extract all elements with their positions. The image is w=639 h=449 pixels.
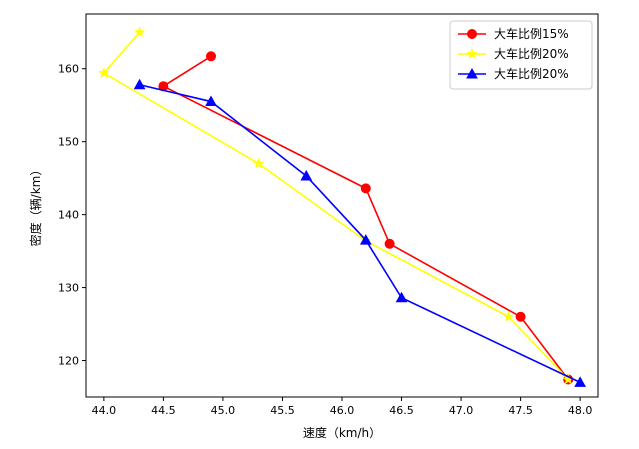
x-tick-label: 46.0 [330, 404, 355, 417]
legend-entry: 大车比例20% [458, 46, 569, 61]
legend-box [449, 20, 593, 90]
x-axis: 44.0 44.5 45.0 45.5 46.0 46.5 47.0 47.5 48.0 [92, 397, 593, 417]
data-point [384, 238, 395, 249]
x-axis-label: 速度（km/h） [303, 425, 381, 440]
legend-label: 大车比例15% [494, 26, 569, 41]
data-point [360, 183, 371, 194]
x-tick-label: 45.0 [211, 404, 236, 417]
x-tick-label: 44.0 [92, 404, 117, 417]
y-tick-label: 160 [58, 63, 79, 76]
series-line [102, 31, 569, 381]
x-tick-label: 48.0 [568, 404, 593, 417]
series-line [139, 83, 581, 384]
x-tick-label: 45.5 [270, 404, 295, 417]
data-point [206, 51, 217, 62]
data-point [359, 234, 372, 245]
legend: 大车比例15% 大车比例20% 大车比例20% [449, 20, 593, 90]
x-tick-label: 44.5 [151, 404, 176, 417]
legend-label: 大车比例20% [494, 46, 569, 61]
x-tick-label: 47.5 [508, 404, 533, 417]
series-3 [133, 78, 586, 387]
x-tick-label: 46.5 [389, 404, 414, 417]
legend-label: 大车比例20% [494, 66, 569, 81]
data-point [133, 26, 146, 38]
x-tick-label: 47.0 [449, 404, 474, 417]
series-layer [98, 26, 586, 387]
y-tick-label: 130 [58, 282, 79, 295]
data-point [515, 311, 526, 322]
y-axis: 120 130 140 150 160 [58, 63, 86, 368]
series-line [161, 55, 569, 380]
series-1 [158, 51, 574, 385]
legend-marker [466, 48, 478, 59]
y-tick-label: 150 [58, 136, 79, 149]
data-point [395, 291, 408, 303]
data-point [574, 376, 586, 387]
legend-marker [467, 29, 477, 39]
y-tick-label: 140 [58, 209, 79, 222]
legend-entry: 大车比例15% [458, 26, 569, 41]
legend-marker [466, 67, 478, 79]
data-point [253, 157, 265, 169]
data-point [133, 78, 146, 90]
data-point [503, 310, 515, 322]
y-axis-label: 密度（辆/km） [28, 164, 43, 247]
y-tick-label: 120 [58, 355, 79, 368]
data-point [300, 169, 313, 181]
legend-entry: 大车比例20% [458, 66, 569, 81]
data-point [98, 67, 110, 78]
data-point [205, 95, 217, 107]
